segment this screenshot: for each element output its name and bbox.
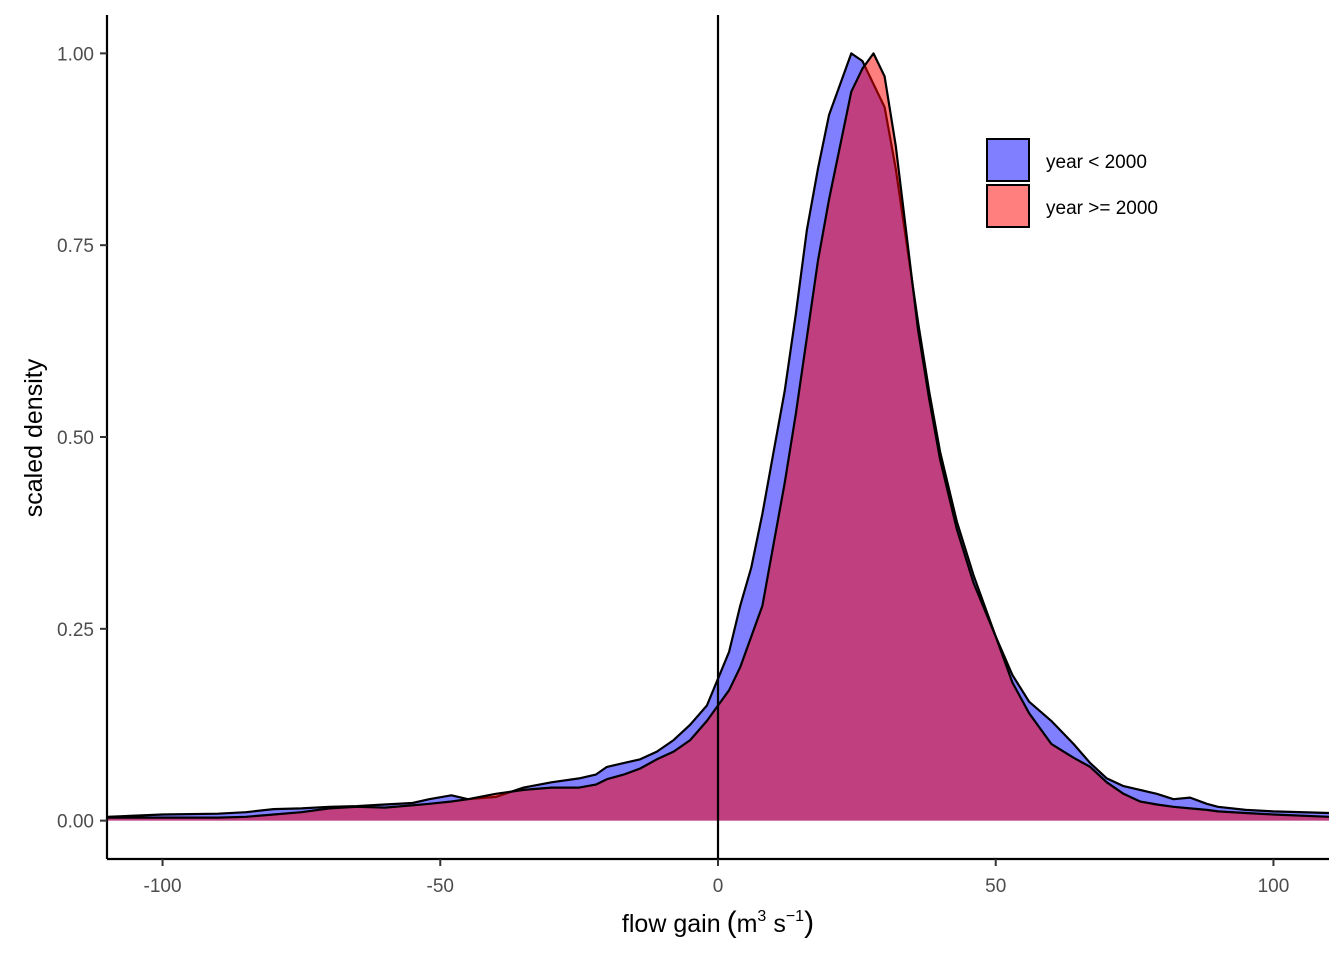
legend-item-year-2000: year < 2000 — [986, 138, 1147, 182]
legend-label: year >= 2000 — [1046, 198, 1158, 219]
x-axis-title: flow gain (m3 s−1) — [622, 906, 814, 939]
y-tick-label: 0.50 — [57, 428, 94, 449]
x-axis-title-text: flow gain — [622, 910, 721, 938]
x-tick-label: -100 — [144, 876, 182, 897]
x-tick-label: -50 — [427, 876, 454, 897]
x-axis-unit-s: s — [773, 910, 786, 938]
x-axis-unit-m: m — [737, 910, 758, 938]
density-curve-year-2000 — [106, 52, 1330, 818]
density-areas — [106, 52, 1330, 821]
x-tick-label: 50 — [985, 876, 1006, 897]
legend-swatch — [986, 184, 1030, 228]
legend-label: year < 2000 — [1046, 152, 1147, 173]
y-tick-label: 1.00 — [57, 44, 94, 65]
y-tick-label: 0.00 — [57, 812, 94, 833]
x-axis-unit-exp-3: 3 — [757, 908, 766, 925]
density-curve-year-2000 — [107, 52, 1330, 819]
legend-swatch — [986, 138, 1030, 182]
x-axis-unit-exp-neg1: −1 — [786, 908, 804, 925]
y-tick-label: 0.25 — [57, 620, 94, 641]
y-axis-title: scaled density — [20, 358, 48, 517]
x-tick-label: 0 — [713, 876, 724, 897]
legend-item-year-2000: year >= 2000 — [986, 184, 1158, 228]
y-tick-label: 0.75 — [57, 236, 94, 257]
x-tick-label: 100 — [1258, 876, 1290, 897]
axes: -100 -50 0 50 100 0.00 0.25 0.50 0.75 1.00 — [57, 15, 1329, 897]
legend: year < 2000 year >= 2000 — [986, 138, 1158, 228]
